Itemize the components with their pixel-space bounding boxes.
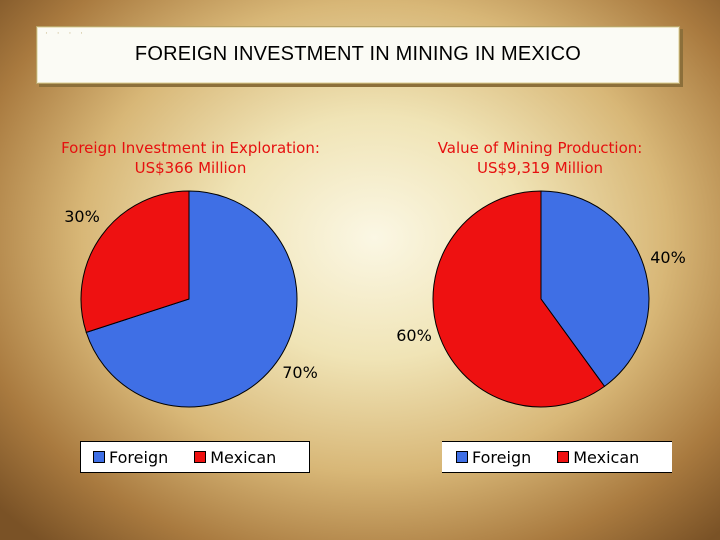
chart-title-exploration: Foreign Investment in Exploration: US$36…: [18, 138, 363, 178]
chart-title-line-2: US$366 Million: [134, 159, 247, 177]
chart-title-production: Value of Mining Production: US$9,319 Mil…: [380, 138, 700, 178]
legend-label: Mexican: [573, 447, 640, 467]
title-box: · · · · FOREIGN INVESTMENT IN MINING IN …: [36, 26, 680, 84]
legend-exploration: Foreign Mexican: [80, 441, 310, 473]
data-label-foreign: 70%: [282, 363, 318, 382]
slide-title: FOREIGN INVESTMENT IN MINING IN MEXICO: [134, 43, 582, 65]
data-label-mexican: 30%: [64, 207, 100, 226]
data-label-foreign: 40%: [650, 248, 686, 267]
legend-swatch-foreign: [93, 451, 105, 463]
legend-item-mexican: Mexican: [194, 448, 276, 467]
legend-item-foreign: Foreign: [93, 448, 168, 467]
legend-label: Foreign: [109, 447, 169, 467]
pie-slice-mexican: [432, 190, 606, 408]
chart-title-line-1: Value of Mining Production:: [437, 139, 643, 157]
legend-swatch-mexican: [557, 451, 570, 463]
chart-title-line-1: Foreign Investment in Exploration:: [61, 139, 320, 157]
legend-swatch-mexican: [194, 451, 207, 463]
legend-item-foreign: Foreign: [456, 448, 531, 467]
pie-slice-foreign: [540, 190, 650, 388]
legend-production: Foreign Mexican: [442, 441, 672, 473]
chart-title-line-2: US$9,319 Million: [476, 159, 604, 177]
legend-label: Foreign: [472, 447, 532, 467]
pie-slice-mexican: [80, 190, 190, 334]
legend-label: Mexican: [210, 447, 277, 467]
legend-item-mexican: Mexican: [557, 448, 639, 467]
decorative-dots: · · · ·: [45, 29, 87, 39]
legend-swatch-foreign: [456, 451, 468, 463]
pie-slice-foreign: [85, 190, 298, 408]
data-label-mexican: 60%: [396, 326, 432, 345]
